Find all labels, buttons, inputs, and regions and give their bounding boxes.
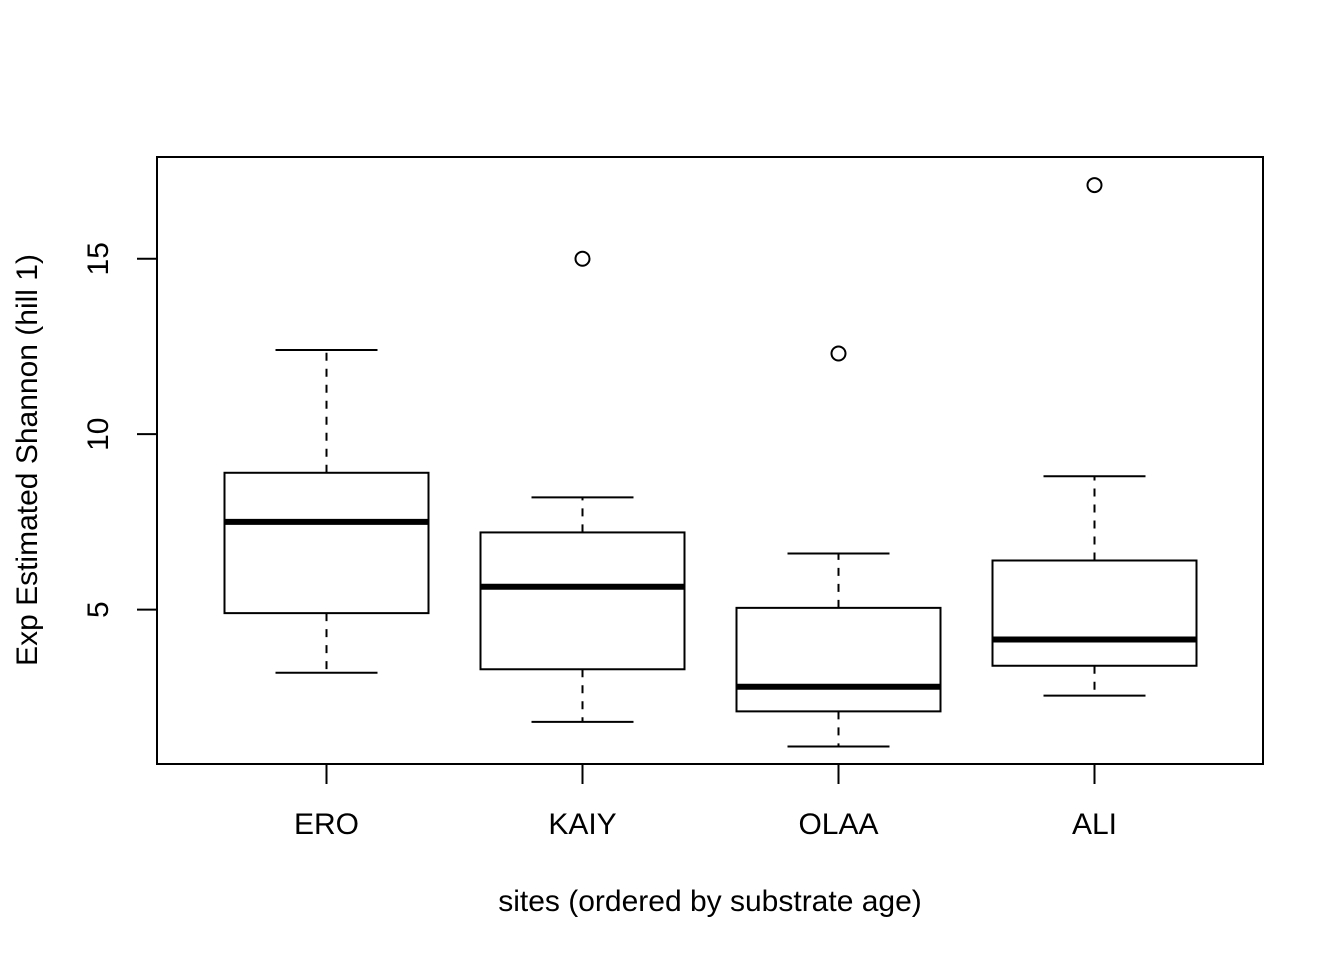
y-tick-label: 15 xyxy=(82,242,115,275)
outlier-point xyxy=(574,250,591,267)
box-ali xyxy=(991,177,1198,697)
iqr-box xyxy=(223,471,430,615)
box-ero xyxy=(223,348,430,674)
x-tick-label: OLAA xyxy=(798,808,878,841)
boxes-layer xyxy=(223,177,1198,748)
iqr-box xyxy=(735,606,942,713)
y-axis: 5 10 15 xyxy=(82,242,157,618)
y-axis-title: Exp Estimated Shannon (hill 1) xyxy=(11,254,44,666)
x-tick-label: KAIY xyxy=(548,808,616,841)
x-tick-label: ALI xyxy=(1072,808,1117,841)
y-tick-label: 10 xyxy=(82,417,115,450)
box-kaiy xyxy=(479,250,686,723)
iqr-box xyxy=(991,559,1198,667)
outlier-point xyxy=(830,345,847,362)
outlier-point xyxy=(1086,177,1103,194)
iqr-box xyxy=(479,531,686,671)
x-axis-title: sites (ordered by substrate age) xyxy=(498,885,922,918)
x-tick-label: ERO xyxy=(294,808,359,841)
box-olaa xyxy=(735,345,942,748)
plot-frame xyxy=(156,156,1264,765)
x-axis: ERO KAIY OLAA ALI xyxy=(294,764,1117,841)
y-tick-label: 5 xyxy=(82,601,115,618)
